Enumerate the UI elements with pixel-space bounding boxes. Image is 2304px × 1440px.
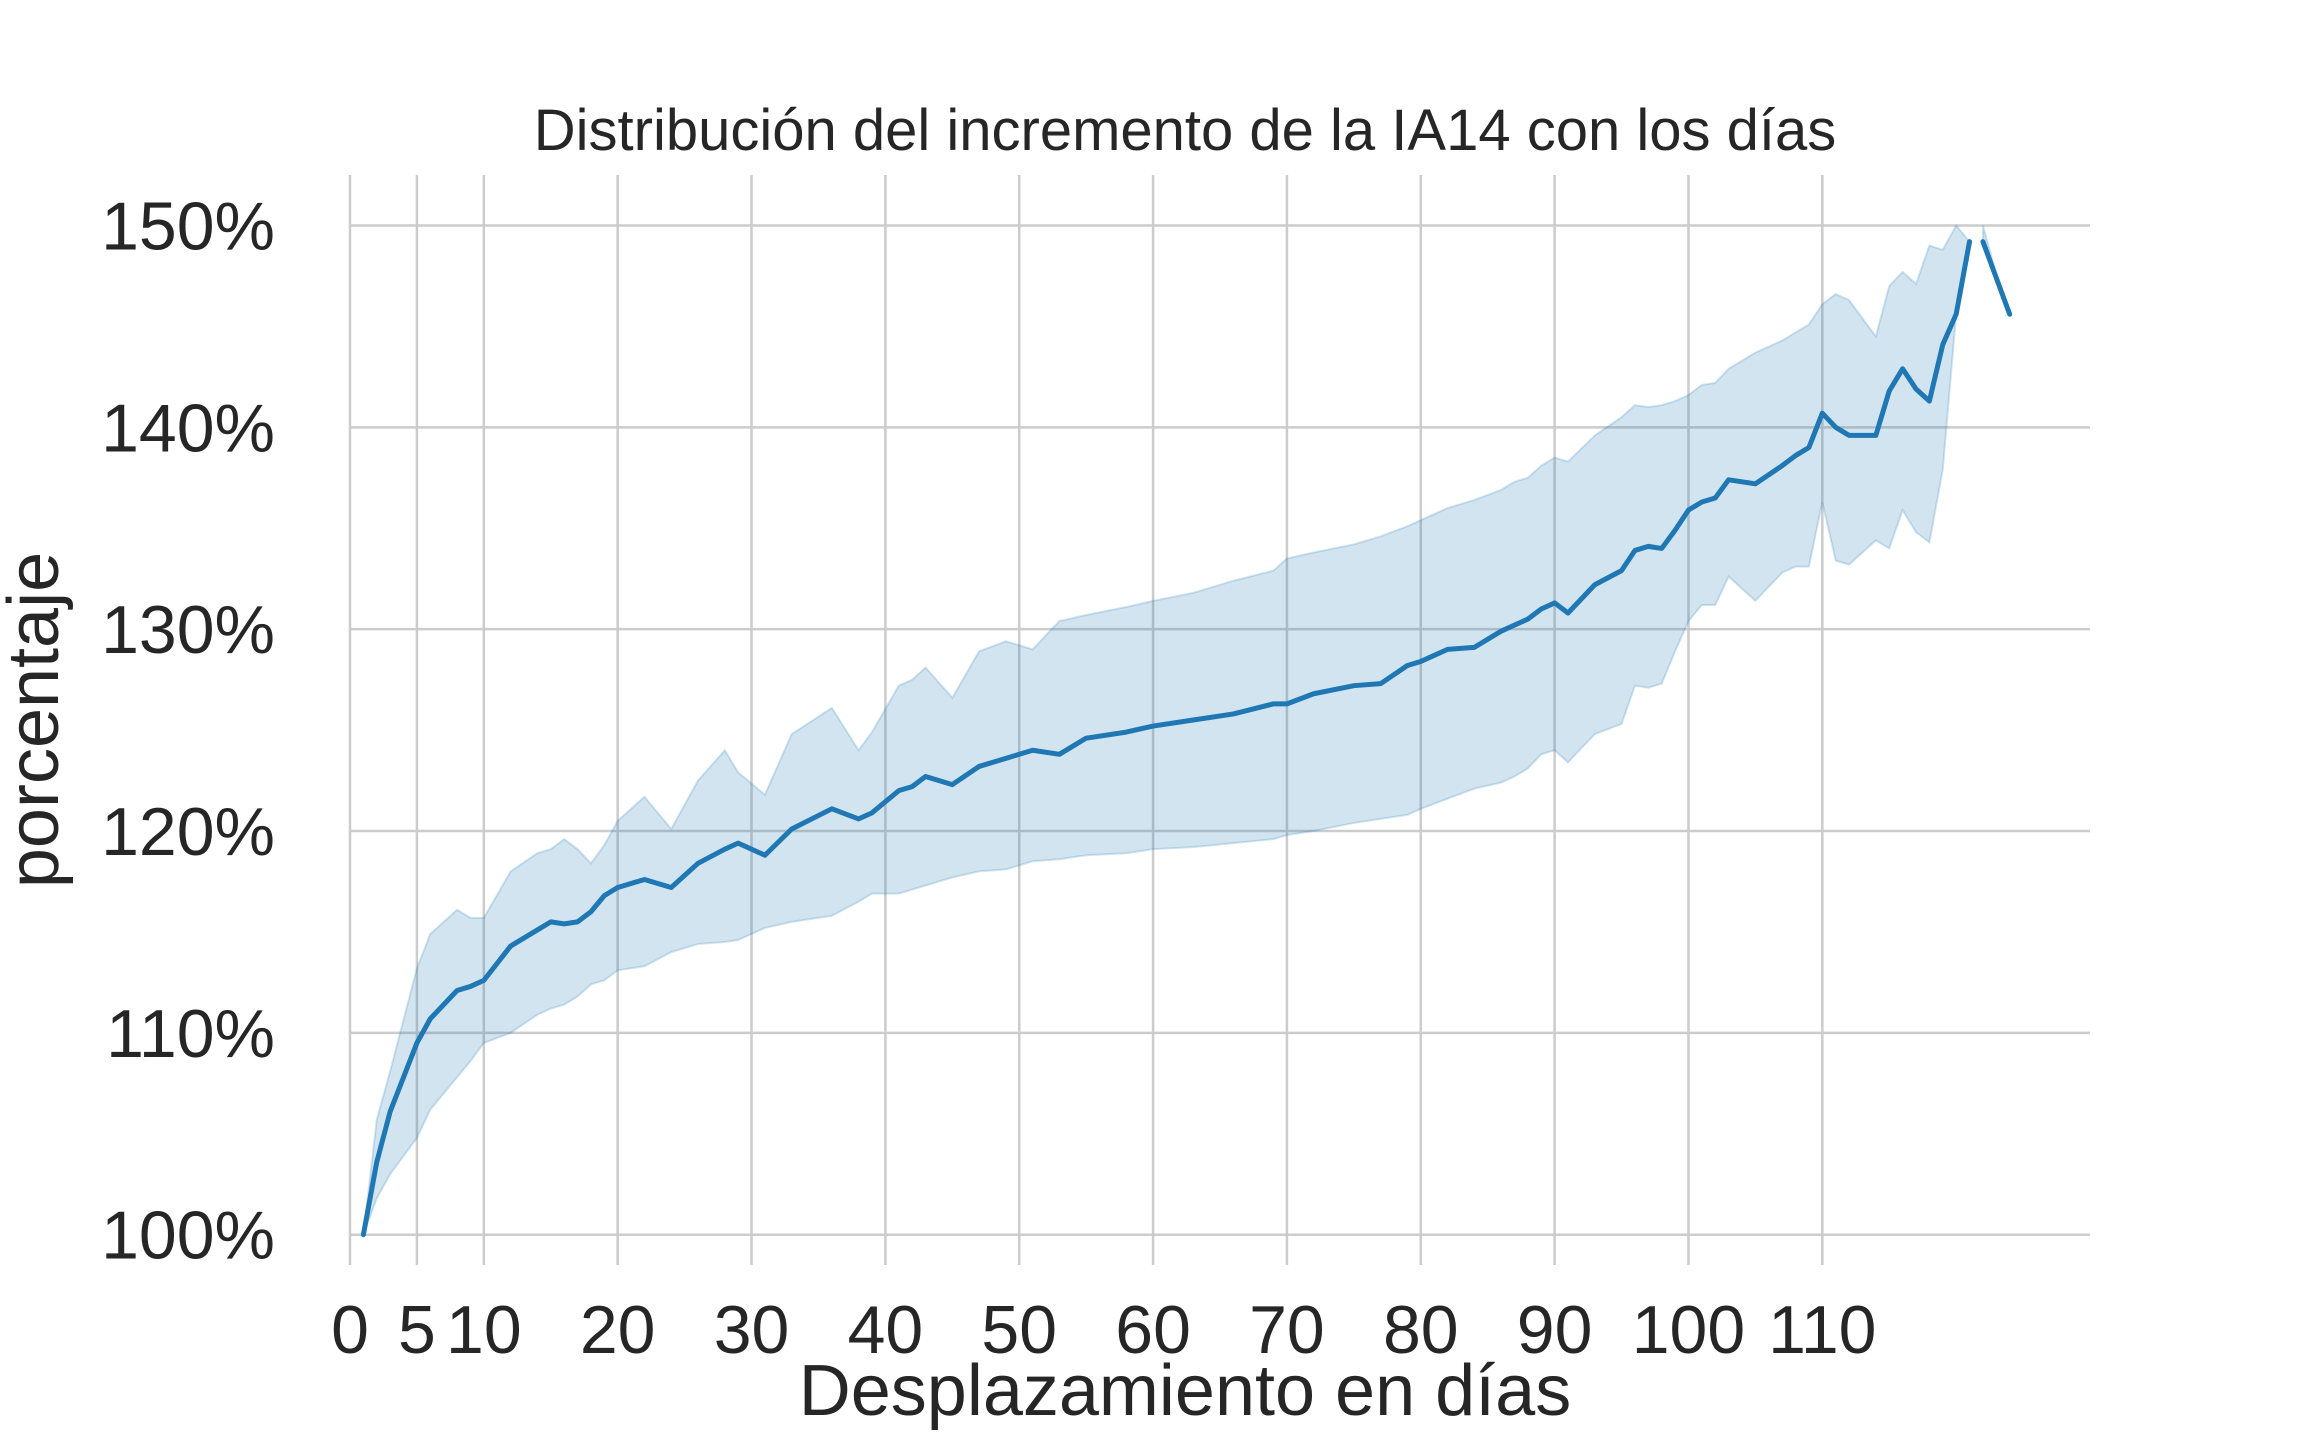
confidence-band xyxy=(362,223,1971,1236)
x-tick-label: 50 xyxy=(981,1292,1057,1368)
x-tick-label: 110 xyxy=(1768,1292,1876,1368)
x-tick-label: 100 xyxy=(1632,1292,1745,1368)
grid xyxy=(348,175,2090,1265)
series-lines xyxy=(360,239,2013,1238)
series-line xyxy=(360,239,1973,1238)
y-tick-label: 150% xyxy=(101,188,275,264)
x-tick-labels: 0 5 10 20 30 40 50 60 70 80 90 100 110 xyxy=(331,1292,1876,1368)
y-tick-label: 130% xyxy=(101,592,275,668)
x-tick-label: 70 xyxy=(1249,1292,1325,1368)
series-line xyxy=(1980,239,2013,317)
x-tick-label: 5 xyxy=(398,1292,436,1368)
x-axis-label: Desplazamiento en días xyxy=(799,1351,1571,1431)
x-tick-label: 30 xyxy=(714,1292,790,1368)
y-tick-labels: 100% 110% 120% 130% 140% 150% xyxy=(101,188,275,1273)
x-tick-label: 10 xyxy=(446,1292,522,1368)
x-tick-label: 20 xyxy=(580,1292,656,1368)
x-tick-label: 60 xyxy=(1115,1292,1191,1368)
x-tick-label: 40 xyxy=(848,1292,924,1368)
x-tick-label: 0 xyxy=(331,1292,369,1368)
chart-title: Distribución del incremento de la IA14 c… xyxy=(534,98,1836,163)
x-tick-label: 80 xyxy=(1383,1292,1459,1368)
confidence-bands xyxy=(362,223,2011,1236)
y-tick-label: 110% xyxy=(106,996,275,1072)
y-tick-label: 120% xyxy=(101,794,275,870)
x-tick-label: 90 xyxy=(1517,1292,1593,1368)
y-tick-label: 140% xyxy=(101,390,275,466)
y-axis-label: porcentaje xyxy=(0,552,74,888)
y-tick-label: 100% xyxy=(101,1198,275,1274)
